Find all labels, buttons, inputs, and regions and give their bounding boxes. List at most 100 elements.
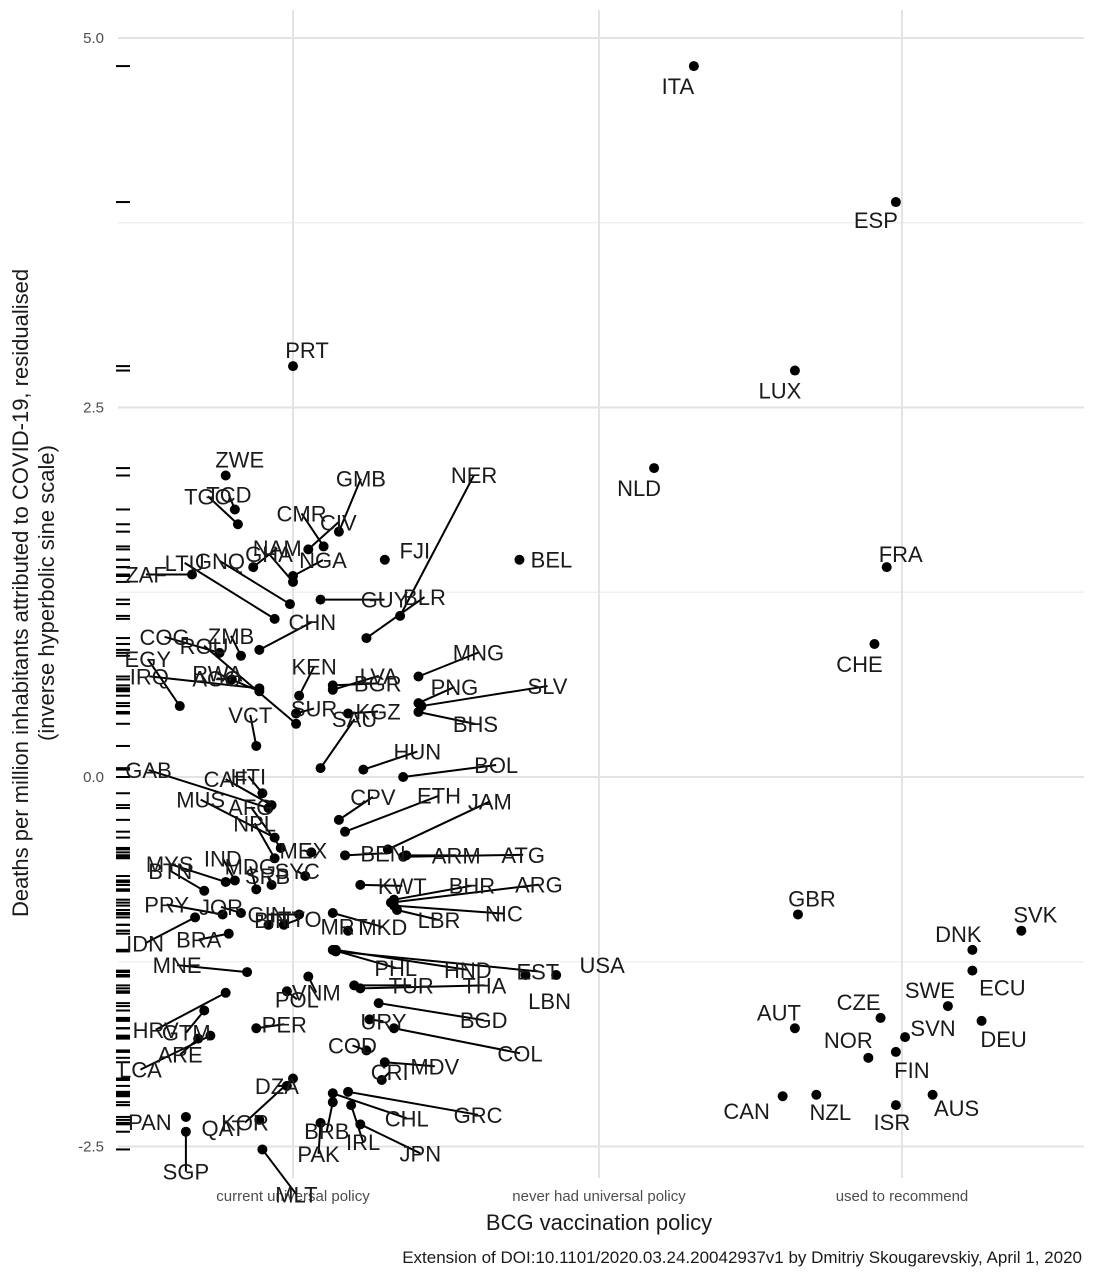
- label-prt: PRT: [285, 338, 329, 363]
- label-gbr: GBR: [788, 886, 836, 911]
- label-civ: CIV: [320, 510, 357, 535]
- point-eth: [340, 826, 351, 837]
- point-pan: [180, 1111, 191, 1122]
- leader-line: [253, 822, 276, 859]
- label-bhs: BHS: [453, 712, 498, 737]
- point-swe: [942, 1001, 953, 1012]
- caption: Extension of DOI:10.1101/2020.03.24.2004…: [402, 1248, 1082, 1267]
- point-kgz: [343, 708, 354, 719]
- label-ben: BEN: [360, 841, 405, 866]
- leader-line: [360, 984, 485, 990]
- point-bgd: [373, 998, 384, 1009]
- label-ner: NER: [451, 463, 497, 488]
- label-gha: GHA: [245, 542, 293, 567]
- x-axis-ticks: current universal policy never had univer…: [216, 1188, 968, 1205]
- leader-line: [403, 853, 524, 858]
- label-ecu: ECU: [979, 976, 1025, 1001]
- label-esp: ESP: [854, 208, 898, 233]
- point-ltu: [269, 613, 280, 624]
- label-ltu: LTU: [165, 551, 205, 576]
- leader-line: [169, 869, 205, 892]
- label-lva: LVA: [360, 664, 399, 689]
- label-guy: GUY: [361, 588, 409, 613]
- label-pak: PAK: [297, 1142, 340, 1167]
- point-per: [251, 1023, 262, 1034]
- point-dza: [281, 1080, 292, 1091]
- label-are: ARE: [158, 1043, 203, 1068]
- point-che: [869, 638, 880, 649]
- leader-line: [332, 682, 378, 687]
- label-bih: BIH: [254, 908, 291, 933]
- point-cri: [376, 1074, 387, 1085]
- label-nga: NGA: [299, 548, 347, 573]
- point-ury: [364, 1014, 375, 1025]
- label-fra: FRA: [879, 542, 923, 567]
- leader-line: [363, 750, 418, 771]
- point-kor: [288, 1073, 298, 1084]
- label-npl: NPL: [233, 811, 276, 836]
- point-usa: [551, 970, 562, 981]
- point-nic: [388, 900, 399, 911]
- leader-line: [418, 710, 476, 725]
- label-est: EST: [516, 959, 559, 984]
- leader-line: [338, 796, 374, 821]
- point-ind: [229, 875, 240, 886]
- point-nzl: [811, 1089, 822, 1100]
- point-lca: [205, 1030, 216, 1041]
- leader-line: [200, 798, 276, 839]
- point-hti: [257, 788, 268, 799]
- y-axis-ticks: 5.0 2.5 0.0 -2.5: [78, 30, 104, 1156]
- point-gbr: [792, 909, 803, 920]
- point-tto: [278, 919, 289, 930]
- label-bhr: BHR: [449, 874, 495, 899]
- point-lbn: [520, 970, 531, 981]
- label-hnd: HND: [444, 958, 492, 983]
- label-ita: ITA: [662, 74, 695, 99]
- y-rug: [116, 65, 130, 1151]
- label-arg: ARG: [515, 873, 563, 898]
- point-chn: [254, 644, 265, 655]
- point-zaf: [187, 569, 198, 580]
- point-tha: [355, 983, 366, 994]
- leader-line: [393, 1027, 521, 1055]
- label-bol: BOL: [474, 753, 518, 778]
- label-irl: IRL: [346, 1130, 380, 1155]
- grid: [118, 10, 1084, 1178]
- point-aut: [789, 1023, 800, 1034]
- label-nic: NIC: [485, 902, 523, 927]
- point-deu: [976, 1015, 987, 1026]
- label-qat: QAT: [202, 1116, 246, 1141]
- point-sgp: [180, 1126, 191, 1137]
- y-axis-title: Deaths per million inhabitants attribute…: [8, 269, 33, 917]
- point-btn: [199, 885, 210, 896]
- point-atg: [398, 851, 409, 862]
- label-png: PNG: [431, 675, 479, 700]
- label-chn: CHN: [289, 610, 337, 635]
- label-lbn: LBN: [528, 989, 571, 1014]
- point-are: [193, 1033, 204, 1044]
- label-nld: NLD: [617, 476, 661, 501]
- point-pak: [315, 1117, 326, 1128]
- label-sur: SUR: [291, 696, 337, 721]
- label-vct: VCT: [228, 703, 272, 728]
- label-lbr: LBR: [418, 908, 461, 933]
- point-mne: [242, 967, 253, 978]
- point-dnk: [967, 944, 978, 955]
- label-swe: SWE: [905, 978, 955, 1003]
- label-mng: MNG: [453, 640, 504, 665]
- leader-line: [418, 651, 479, 678]
- leader-line: [418, 686, 455, 705]
- label-bra: BRA: [176, 928, 222, 953]
- leader-line: [421, 685, 548, 708]
- point-cmr: [318, 541, 329, 552]
- leader-line: [359, 1123, 421, 1155]
- label-rou: ROU: [180, 634, 229, 659]
- leader-line: [219, 560, 291, 605]
- point-nam: [248, 562, 259, 573]
- label-aus: AUS: [934, 1096, 979, 1121]
- point-srb: [266, 879, 277, 890]
- point-mus: [269, 832, 280, 843]
- label-syc: SYC: [275, 859, 320, 884]
- label-blr: BLR: [403, 585, 446, 610]
- leader-line: [384, 1061, 435, 1068]
